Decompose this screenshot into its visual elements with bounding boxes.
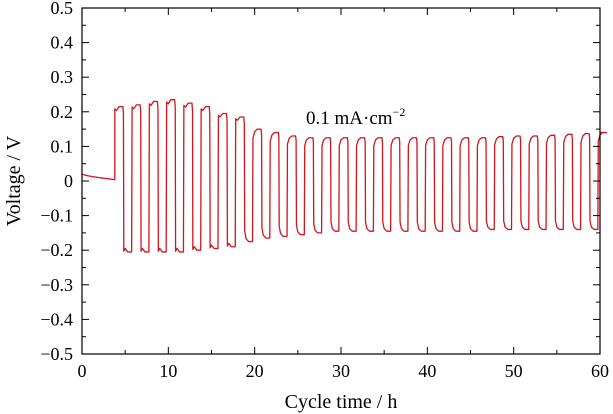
x-tick-label: 60 — [591, 361, 609, 381]
x-tick-label: 10 — [159, 361, 177, 381]
labels-layer: 0 10 20 30 40 50 60 0.5 0.4 0.3 0.2 0.1 0 −0.1 −0.2 −0.… — [40, 0, 609, 381]
y-tick-label: 0 — [64, 171, 73, 191]
annotation-superscript: −2 — [393, 105, 406, 119]
plot-frame — [81, 7, 601, 355]
y-tick-label: −0.2 — [40, 240, 73, 260]
y-tick-label: 0.3 — [51, 67, 74, 87]
y-axis-title: Voltage / V — [3, 135, 25, 226]
y-tick-label: −0.5 — [40, 344, 73, 364]
y-tick-label: −0.1 — [40, 206, 73, 226]
ticks-layer — [81, 7, 601, 355]
x-tick-label: 40 — [418, 361, 436, 381]
annotation-main: 0.1 mA·cm — [306, 108, 393, 129]
x-tick-label: 50 — [505, 361, 523, 381]
voltage-series-line — [81, 99, 608, 253]
x-axis-title: Cycle time / h — [285, 391, 398, 413]
y-tick-label: −0.4 — [40, 309, 73, 329]
y-tick-label: 0.5 — [51, 0, 74, 18]
y-tick-label: −0.3 — [40, 275, 73, 295]
y-tick-label: 0.1 — [51, 136, 74, 156]
y-tick-label: 0.4 — [51, 33, 74, 53]
x-tick-label: 0 — [78, 361, 87, 381]
series-layer — [81, 99, 608, 253]
current-density-annotation: 0.1 mA·cm−2 — [306, 105, 405, 129]
y-tick-label: 0.2 — [51, 102, 74, 122]
x-tick-label: 20 — [246, 361, 264, 381]
x-tick-label: 30 — [332, 361, 350, 381]
